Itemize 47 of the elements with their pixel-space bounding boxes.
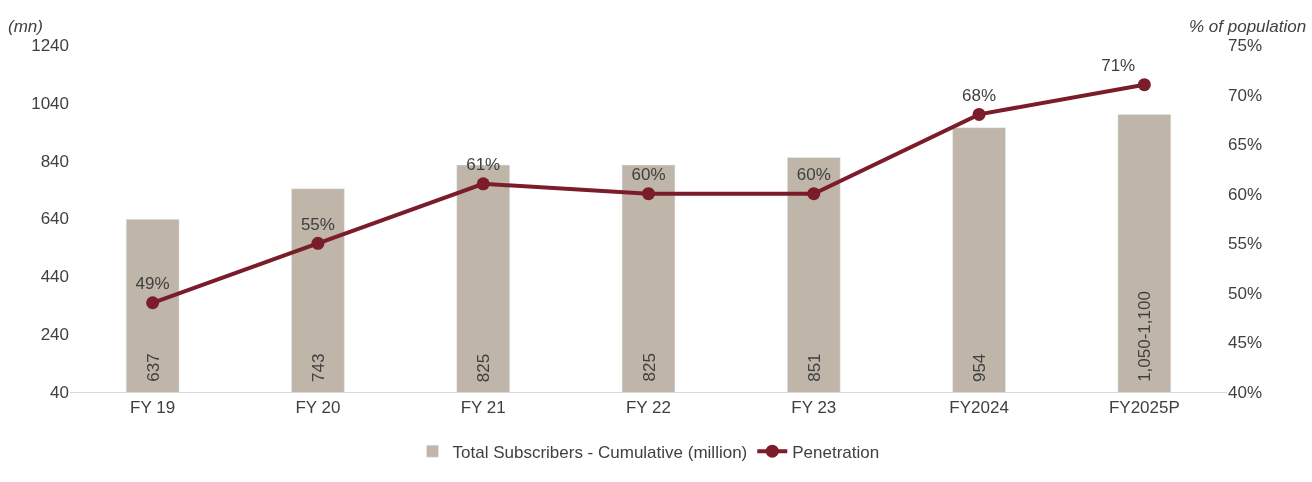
legend-label: Total Subscribers - Cumulative (million) — [452, 442, 748, 462]
point — [311, 236, 325, 250]
x-tick-label: FY 20 — [295, 398, 341, 418]
y2-tick-label: 70% — [1228, 85, 1263, 105]
y2-tick-label: 45% — [1228, 333, 1263, 353]
x-tick-label: FY 21 — [460, 398, 506, 418]
y-tick-label: 640 — [40, 209, 69, 229]
data-label: 825 — [639, 353, 659, 382]
data-label: 1,050-1,100 — [1134, 291, 1154, 382]
data-label: 825 — [474, 353, 494, 383]
data-label: 61% — [466, 155, 501, 175]
data-label: 68% — [962, 86, 997, 106]
y2-tick-label: 65% — [1228, 135, 1263, 155]
x-tick-label: FY 23 — [791, 398, 837, 418]
point — [807, 187, 821, 201]
point — [972, 107, 986, 121]
y-tick-label: 1040 — [31, 93, 69, 113]
data-label: 637 — [143, 353, 163, 382]
y2-axis-title: % of population — [1189, 17, 1307, 36]
y-tick-label: 440 — [40, 267, 69, 287]
x-tick-label: FY 19 — [130, 398, 176, 418]
y-tick-label: 40 — [50, 382, 69, 402]
y2-tick-label: 55% — [1228, 234, 1263, 254]
data-label: 743 — [308, 353, 328, 382]
data-label: 71% — [1101, 56, 1136, 76]
data-label: 55% — [300, 214, 335, 234]
x-tick-label: FY2025P — [1108, 398, 1180, 418]
point — [146, 296, 160, 310]
point — [476, 177, 490, 191]
point — [642, 187, 655, 201]
point — [1137, 78, 1151, 92]
x-tick-label: FY 22 — [625, 398, 672, 418]
legend-label: Penetration — [792, 442, 880, 462]
x-tick-label: FY2024 — [949, 398, 1009, 418]
y2-tick-label: 40% — [1228, 382, 1263, 402]
data-label: 954 — [970, 353, 990, 383]
data-label: 60% — [631, 165, 666, 185]
y-axis-title: (mn) — [8, 17, 43, 36]
y2-tick-label: 75% — [1228, 35, 1263, 55]
y2-tick-label: 50% — [1228, 283, 1263, 303]
y2-tick-label: 60% — [1228, 184, 1263, 204]
y-tick-label: 240 — [40, 325, 69, 345]
data-label: 49% — [135, 274, 170, 294]
y-tick-label: 840 — [40, 151, 69, 171]
y-tick-label: 1240 — [31, 35, 69, 55]
data-label: 851 — [804, 353, 824, 382]
data-label: 60% — [796, 165, 831, 185]
